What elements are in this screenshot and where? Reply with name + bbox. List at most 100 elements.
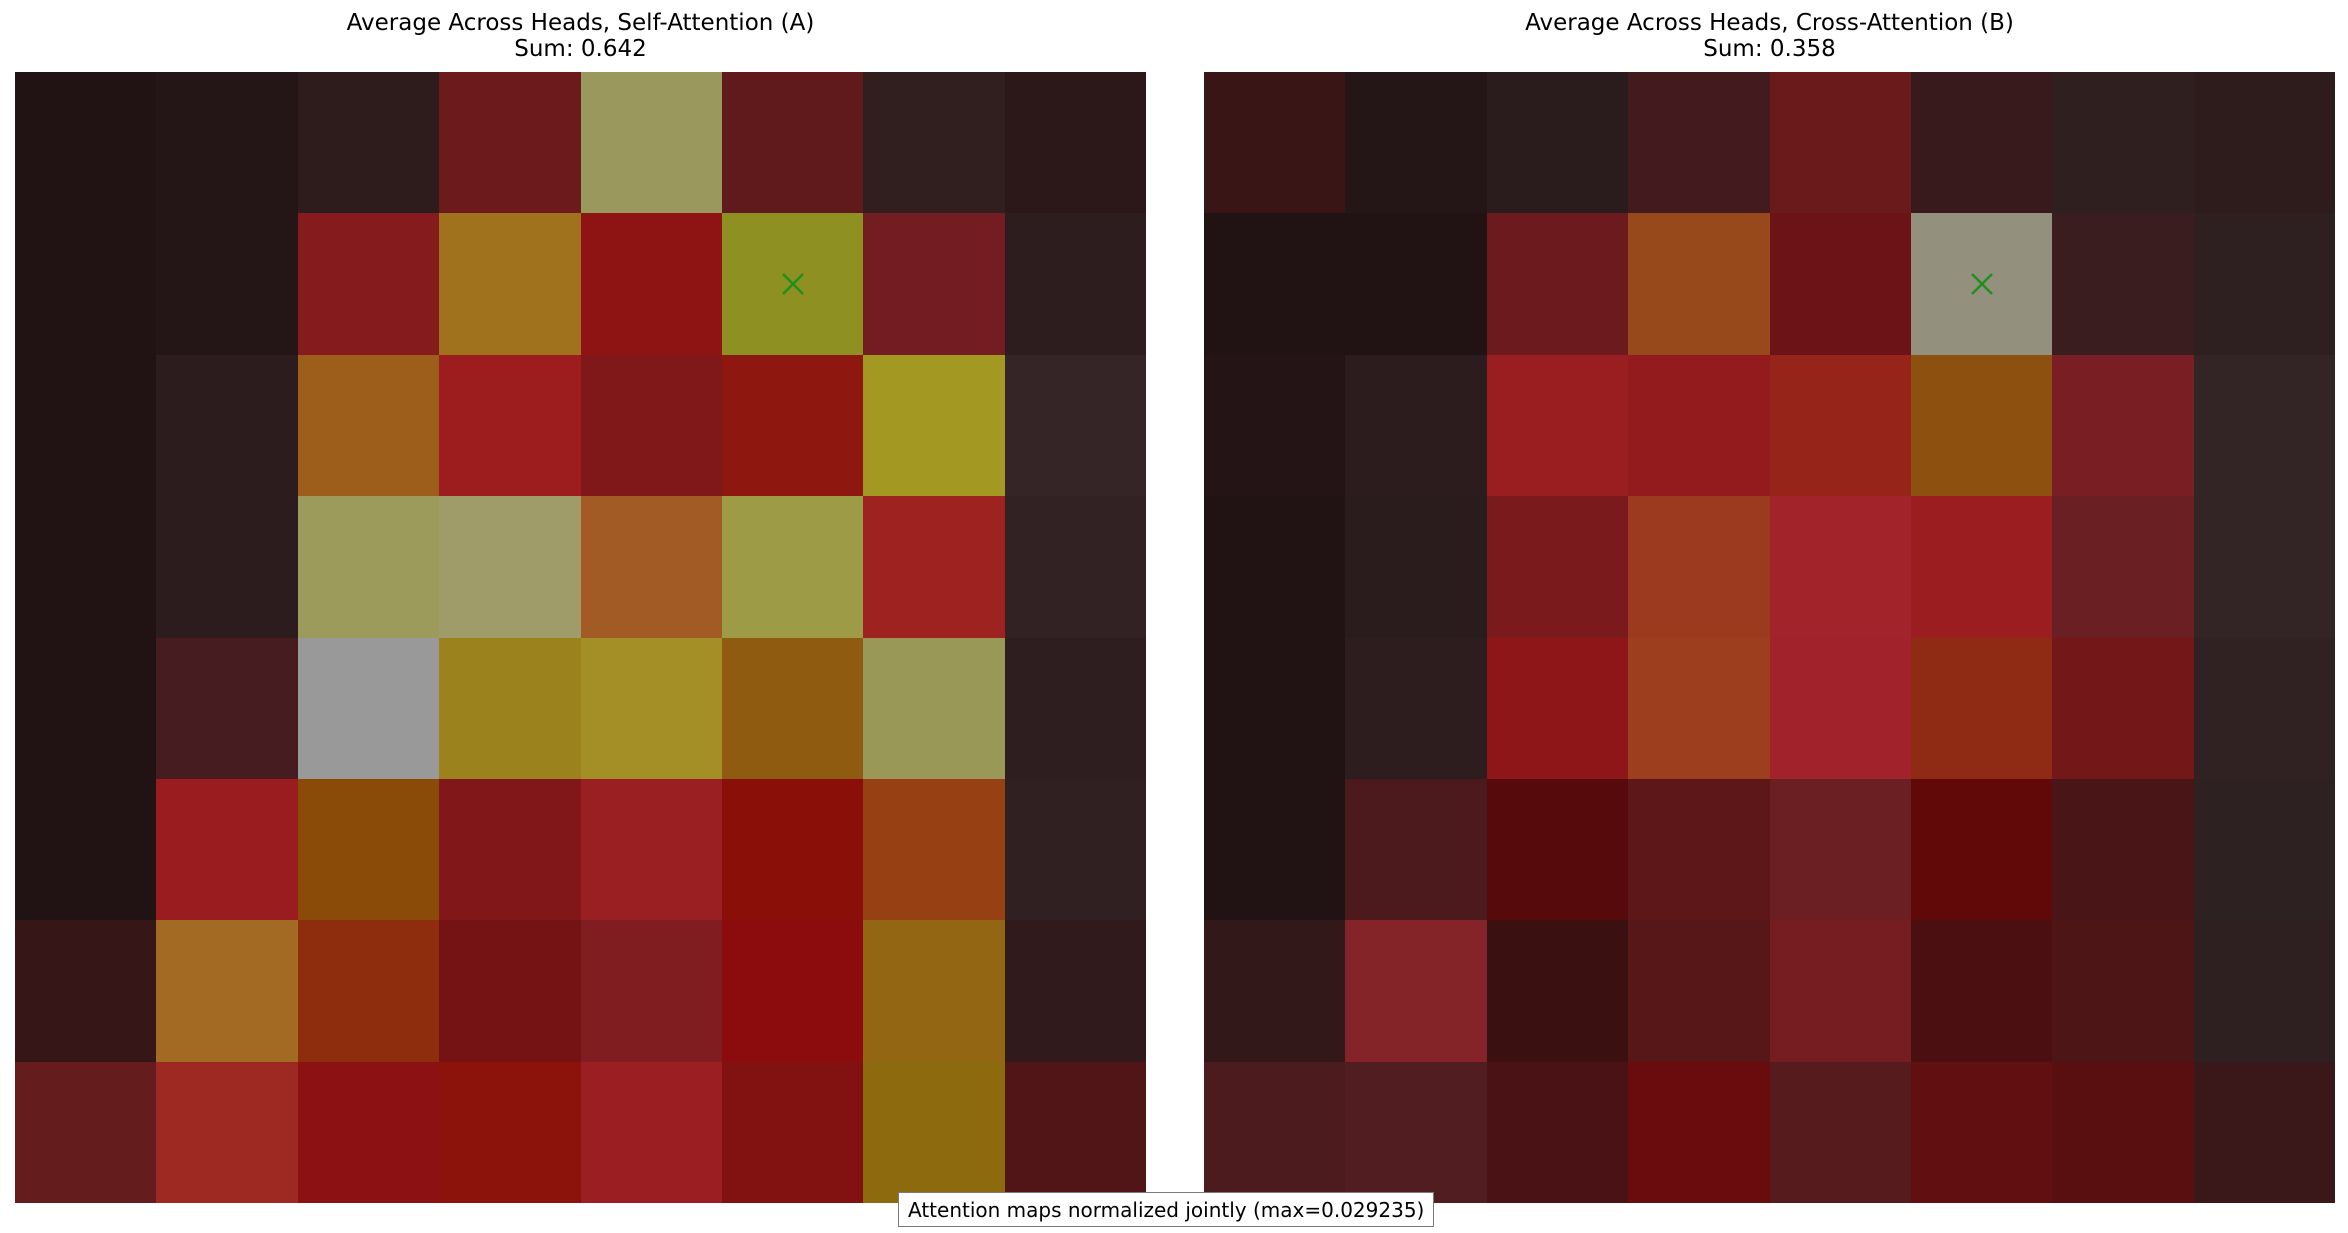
heatmap-cell-r2-c2 — [1486, 354, 1629, 497]
heatmap-cell-r1-c3 — [1628, 213, 1770, 355]
heatmap-cell-r1-c4 — [580, 213, 722, 355]
heatmap-cell-r3-c7 — [2193, 496, 2335, 638]
heatmap-cell-r2-c5 — [721, 354, 864, 497]
heatmap-cell-r1-c4 — [1769, 213, 1911, 355]
heatmap-cell-r2-c3 — [439, 354, 581, 497]
heatmap-cell-r4-c1 — [1345, 637, 1487, 779]
heatmap-cell-r3-c0 — [1204, 496, 1346, 638]
heatmap-cell-r1-c2 — [1486, 213, 1629, 355]
left-title: Average Across Heads, Self-Attention (A) — [346, 10, 815, 36]
heatmap-cell-r2-c6 — [863, 354, 1005, 497]
heatmap-cell-r7-c1 — [156, 1061, 298, 1203]
heatmap-cell-r0-c4 — [580, 72, 722, 214]
heatmap-cell-r6-c5 — [721, 920, 864, 1062]
heatmap-cell-r3-c6 — [2052, 496, 2194, 638]
heatmap-cell-r3-c4 — [1769, 496, 1911, 638]
heatmap-cell-r2-c4 — [1769, 354, 1911, 497]
heatmap-cell-r6-c7 — [2193, 920, 2335, 1062]
heatmap-cell-r4-c7 — [1004, 637, 1146, 779]
heatmap-cell-r5-c7 — [2193, 778, 2335, 921]
heatmap-cell-r7-c5 — [721, 1061, 864, 1203]
heatmap-cell-r4-c0 — [15, 637, 157, 779]
heatmap-cell-r2-c1 — [1345, 354, 1487, 497]
heatmap-cell-r5-c0 — [1204, 778, 1346, 921]
heatmap-cell-r7-c4 — [580, 1061, 722, 1203]
right-subtitle: Sum: 0.358 — [1703, 36, 1836, 62]
heatmap-cell-r0-c0 — [1204, 72, 1346, 214]
self-attention-heatmap — [15, 72, 1146, 1203]
heatmap-cell-r2-c7 — [1004, 354, 1146, 497]
heatmap-cell-r4-c0 — [1204, 637, 1346, 779]
heatmap-cell-r6-c1 — [156, 920, 298, 1062]
heatmap-cell-r1-c0 — [15, 213, 157, 355]
heatmap-cell-r6-c0 — [15, 920, 157, 1062]
heatmap-cell-r5-c2 — [1486, 778, 1629, 921]
heatmap-cell-r4-c5 — [721, 637, 864, 779]
heatmap-cell-r6-c2 — [297, 920, 440, 1062]
heatmap-cell-r3-c7 — [1004, 496, 1146, 638]
heatmap-cell-r4-c2 — [1486, 637, 1629, 779]
heatmap-cell-r1-c1 — [156, 213, 298, 355]
heatmap-cell-r0-c7 — [1004, 72, 1146, 214]
heatmap-cell-r1-c7 — [2193, 213, 2335, 355]
heatmap-cell-r5-c4 — [1769, 778, 1911, 921]
heatmap-cell-r5-c5 — [721, 778, 864, 921]
heatmap-cell-r7-c3 — [439, 1061, 581, 1203]
heatmap-cell-r0-c1 — [156, 72, 298, 214]
heatmap-cell-r3-c4 — [580, 496, 722, 638]
heatmap-cell-r1-c6 — [863, 213, 1005, 355]
heatmap-cell-r3-c3 — [439, 496, 581, 638]
heatmap-cell-r5-c2 — [297, 778, 440, 921]
heatmap-cell-r7-c7 — [1004, 1061, 1146, 1203]
heatmap-cell-r6-c4 — [1769, 920, 1911, 1062]
right-title: Average Across Heads, Cross-Attention (B… — [1525, 10, 2014, 36]
heatmap-cell-r1-c2 — [297, 213, 440, 355]
heatmap-cell-r4-c7 — [2193, 637, 2335, 779]
heatmap-cell-r6-c1 — [1345, 920, 1487, 1062]
heatmap-cell-r2-c4 — [580, 354, 722, 497]
heatmap-cell-r4-c3 — [439, 637, 581, 779]
heatmap-cell-r1-c5 — [1910, 213, 2053, 355]
heatmap-cell-r5-c0 — [15, 778, 157, 921]
heatmap-cell-r3-c5 — [721, 496, 864, 638]
heatmap-cell-r0-c3 — [439, 72, 581, 214]
heatmap-cell-r6-c6 — [863, 920, 1005, 1062]
heatmap-cell-r0-c2 — [1486, 72, 1629, 214]
heatmap-cell-r5-c3 — [1628, 778, 1770, 921]
normalization-note: Attention maps normalized jointly (max=0… — [898, 1192, 1435, 1227]
heatmap-cell-r5-c5 — [1910, 778, 2053, 921]
heatmap-cell-r2-c0 — [15, 354, 157, 497]
heatmap-cell-r2-c3 — [1628, 354, 1770, 497]
heatmap-cell-r3-c1 — [1345, 496, 1487, 638]
heatmap-cell-r6-c3 — [1628, 920, 1770, 1062]
heatmap-cell-r1-c6 — [2052, 213, 2194, 355]
heatmap-cell-r6-c0 — [1204, 920, 1346, 1062]
heatmap-cell-r5-c4 — [580, 778, 722, 921]
heatmap-cell-r0-c6 — [863, 72, 1005, 214]
heatmap-cell-r2-c7 — [2193, 354, 2335, 497]
heatmap-cell-r3-c2 — [297, 496, 440, 638]
heatmap-cell-r1-c0 — [1204, 213, 1346, 355]
heatmap-cell-r0-c6 — [2052, 72, 2194, 214]
heatmap-cell-r3-c1 — [156, 496, 298, 638]
heatmap-cell-r5-c1 — [1345, 778, 1487, 921]
heatmap-cell-r7-c6 — [863, 1061, 1005, 1203]
heatmap-cell-r4-c2 — [297, 637, 440, 779]
heatmap-cell-r4-c4 — [1769, 637, 1911, 779]
right-panel-title: Average Across Heads, Cross-Attention (B… — [1204, 10, 2335, 62]
heatmap-cell-r7-c5 — [1910, 1061, 2053, 1203]
heatmap-cell-r5-c6 — [2052, 778, 2194, 921]
heatmap-cell-r6-c5 — [1910, 920, 2053, 1062]
heatmap-cell-r4-c4 — [580, 637, 722, 779]
heatmap-cell-r5-c6 — [863, 778, 1005, 921]
heatmap-cell-r5-c7 — [1004, 778, 1146, 921]
heatmap-cell-r4-c6 — [2052, 637, 2194, 779]
heatmap-cell-r1-c3 — [439, 213, 581, 355]
heatmap-cell-r0-c5 — [721, 72, 864, 214]
heatmap-cell-r2-c0 — [1204, 354, 1346, 497]
left-subtitle: Sum: 0.642 — [514, 36, 647, 62]
heatmap-cell-r0-c5 — [1910, 72, 2053, 214]
heatmap-cell-r0-c1 — [1345, 72, 1487, 214]
heatmap-cell-r4-c5 — [1910, 637, 2053, 779]
heatmap-cell-r6-c3 — [439, 920, 581, 1062]
